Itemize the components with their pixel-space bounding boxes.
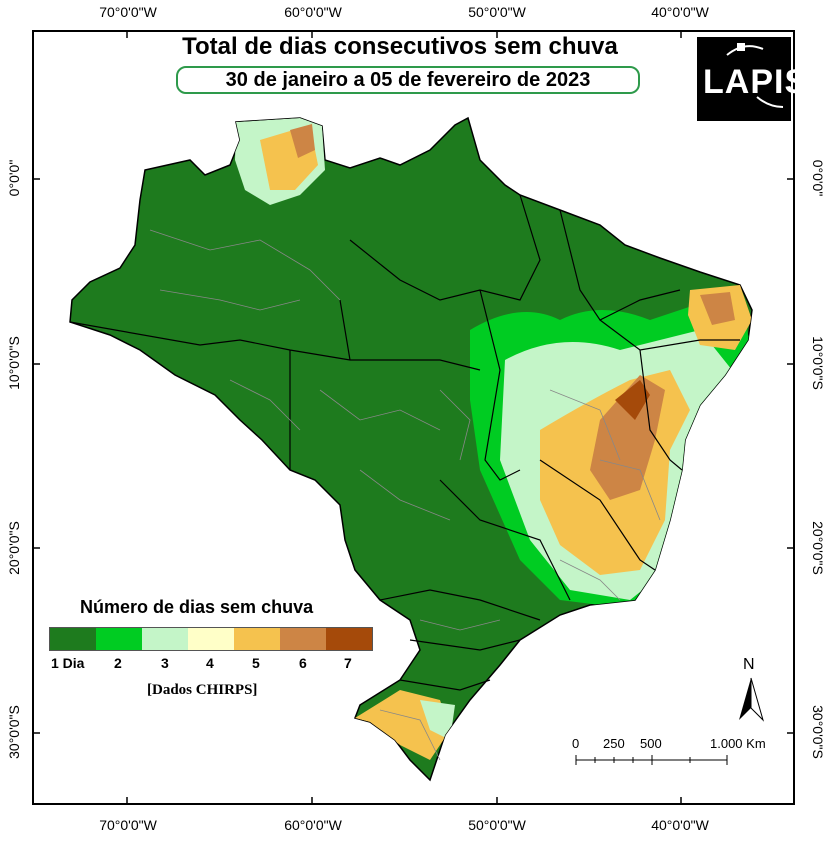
legend-swatch-5 [234, 628, 280, 650]
data-source: [Dados CHIRPS] [147, 682, 258, 698]
lon-label-top-40w: 40°0'0"W [651, 4, 709, 20]
legend-labels: 1 Dia 2 3 4 5 6 7 [49, 655, 373, 675]
lon-label-top-50w: 50°0'0"W [468, 4, 526, 20]
map-subtitle: 30 de janeiro a 05 de fevereiro de 2023 [176, 66, 640, 94]
legend-label-2: 2 [114, 655, 122, 671]
legend-label-6: 6 [299, 655, 307, 671]
legend-swatch-1 [50, 628, 96, 650]
legend-title: Número de dias sem chuva [80, 597, 314, 617]
lon-label-bottom-60w: 60°0'0"W [284, 817, 342, 833]
legend-swatch-6 [280, 628, 326, 650]
scale-bar [575, 755, 728, 765]
lon-label-top-60w: 60°0'0"W [284, 4, 342, 20]
satellite-icon [726, 43, 784, 108]
legend-label-4: 4 [206, 655, 214, 671]
scale-label-1000: 1.000 Km [710, 736, 766, 751]
legend-swatch-4 [188, 628, 234, 650]
legend-swatch-7 [326, 628, 372, 650]
legend-swatch-3 [142, 628, 188, 650]
region-borders [149, 229, 661, 761]
north-label: N [743, 656, 755, 673]
north-arrow-icon [739, 677, 765, 722]
legend-label-7: 7 [344, 655, 352, 671]
scale-label-500: 500 [640, 736, 662, 751]
legend-colorbar [49, 627, 373, 651]
lapis-logo: LAPIS [697, 37, 807, 121]
legend-label-1: 1 Dia [51, 655, 85, 671]
legend-swatch-2 [96, 628, 142, 650]
lon-label-bottom-40w: 40°0'0"W [651, 817, 709, 833]
scale-label-0: 0 [572, 736, 580, 751]
lon-label-top-70w: 70°0'0"W [99, 4, 157, 20]
scale-label-250: 250 [603, 736, 625, 751]
lon-label-bottom-50w: 50°0'0"W [468, 817, 526, 833]
lon-label-bottom-70w: 70°0'0"W [99, 817, 157, 833]
legend-label-5: 5 [252, 655, 260, 671]
legend-label-3: 3 [161, 655, 169, 671]
logo-text: LAPIS [703, 63, 809, 101]
map-title: Total de dias consecutivos sem chuva [182, 33, 618, 60]
frame-ticks [32, 30, 795, 805]
state-borders [69, 194, 740, 691]
